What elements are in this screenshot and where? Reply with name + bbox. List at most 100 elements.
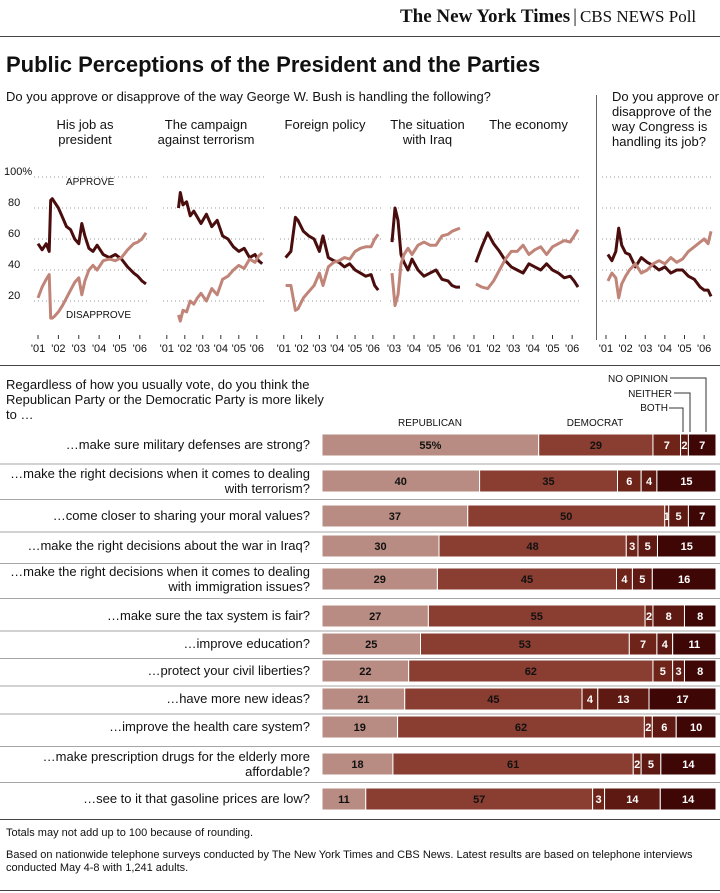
panel-title-economy: The economy — [489, 117, 568, 132]
bar-value-label: 14 — [626, 794, 639, 806]
bar-row: 27 55 2 8 8 — [321, 604, 717, 628]
bar-value-label: 8 — [697, 666, 703, 678]
bar-value-label: 11 — [338, 794, 350, 806]
x-tick-label: '04 — [92, 343, 106, 355]
bar-value-label: 13 — [617, 694, 629, 706]
nyt-logo: The New York Times — [400, 6, 571, 27]
x-tick-label: '01 — [31, 343, 45, 355]
x-tick-label: '06 — [565, 343, 579, 355]
x-tick-label: '03 — [638, 343, 652, 355]
line-panel: '01'02'03'04'05'06 — [160, 176, 266, 355]
bar-value-label: 40 — [395, 476, 407, 488]
section-rule — [0, 365, 720, 366]
y-tick-label: 60 — [8, 228, 20, 240]
x-tick-label: '01 — [160, 343, 174, 355]
x-tick-label: '04 — [214, 343, 228, 355]
panel-title-foreign: Foreign policy — [284, 117, 366, 132]
congress-question: Do you approve or disapprove of the way … — [612, 89, 719, 149]
approve-label: APPROVE — [66, 177, 115, 188]
bar-value-label: 27 — [369, 611, 381, 623]
x-tick-label: '01 — [599, 343, 613, 355]
line-panel: '01'02'03'04'05'06 — [277, 176, 382, 355]
bar-value-label: 4 — [587, 694, 594, 706]
approve-line — [36, 197, 147, 286]
bar-segment-no-opinion — [675, 715, 717, 739]
panel-title-terrorism: The campaign against terrorism — [157, 117, 255, 147]
bar-value-label: 61 — [507, 759, 519, 771]
bar-value-label: 15 — [681, 541, 693, 553]
x-tick-label: '02 — [51, 343, 65, 355]
bar-value-label: 7 — [699, 511, 705, 523]
bar-row: 22 62 5 3 8 — [321, 659, 717, 683]
bar-value-label: 22 — [359, 666, 371, 678]
bar-segment-no-opinion — [651, 567, 717, 591]
bar-value-label: 5 — [639, 574, 645, 586]
bar-value-label: 5 — [660, 666, 666, 678]
top-rule — [0, 36, 720, 37]
bar-value-label: 5 — [648, 759, 654, 771]
legend-leader — [670, 377, 707, 432]
bar-segment-no-opinion — [648, 687, 717, 711]
bar-value-label: 14 — [682, 794, 695, 806]
line-panel: '01'02'03'04'05'06 — [599, 176, 714, 355]
bar-row: 21 45 4 13 17 — [321, 687, 717, 711]
bar-value-label: 10 — [690, 722, 702, 734]
x-tick-label: '06 — [133, 343, 147, 355]
bar-value-label: 14 — [682, 759, 695, 771]
disapprove-line — [177, 251, 264, 323]
bar-row: 55% 29 7 2 7 — [321, 433, 717, 457]
bar-value-label: 3 — [629, 541, 635, 553]
bar-value-label: 3 — [676, 666, 682, 678]
x-tick-label: '05 — [348, 343, 362, 355]
line-panel: '01'02'03'04'05'06 — [467, 176, 582, 355]
x-tick-label: '04 — [658, 343, 672, 355]
bar-value-label: 3 — [596, 794, 602, 806]
bar-value-label: 2 — [646, 611, 652, 623]
bar-value-label: 30 — [374, 541, 386, 553]
bar-value-label: 8 — [697, 611, 703, 623]
bar-segment-no-opinion — [672, 632, 717, 656]
bar-value-label: 15 — [680, 476, 692, 488]
footnote-rule — [0, 819, 720, 820]
approve-line — [284, 215, 380, 292]
page-title: Public Perceptions of the President and … — [6, 52, 541, 77]
x-tick-label: '03 — [196, 343, 210, 355]
bar-value-label: 4 — [662, 639, 669, 651]
panel-separator — [596, 95, 597, 340]
y-tick-label: 20 — [8, 290, 20, 302]
bar-segment-no-opinion — [687, 433, 717, 457]
x-tick-label: '06 — [250, 343, 264, 355]
bar-value-label: 37 — [389, 511, 401, 523]
legend-both: BOTH — [640, 403, 668, 414]
bar-segment-no-opinion — [659, 787, 717, 811]
legend-leader — [674, 392, 691, 432]
legend-neither: NEITHER — [628, 389, 672, 400]
x-tick-label: '02 — [294, 343, 308, 355]
legend-no-opinion: NO OPINION — [608, 374, 668, 385]
bar-row: 19 62 2 6 10 — [321, 715, 717, 739]
x-tick-label: '01 — [277, 343, 291, 355]
approve-line — [390, 206, 460, 289]
x-tick-label: '01 — [467, 343, 481, 355]
bar-row: 29 45 4 5 16 — [321, 567, 717, 591]
masthead: The New York Times | CBS NEWS Poll — [400, 6, 696, 28]
bar-segment-no-opinion — [687, 504, 717, 528]
x-tick-label: '02 — [178, 343, 192, 355]
disapprove-line — [390, 226, 461, 308]
legend-democrat: DEMOCRAT — [567, 418, 623, 429]
cbs-logo: CBS NEWS Poll — [579, 7, 697, 26]
rounding-note: Totals may not add up to 100 because of … — [6, 827, 254, 839]
bar-row: 25 53 7 4 11 — [321, 632, 717, 656]
panel-title-job: His job as president — [56, 117, 114, 147]
bar-value-label: 4 — [621, 574, 628, 586]
disapprove-line — [285, 233, 380, 312]
x-tick-label: '06 — [447, 343, 461, 355]
legend-leader — [669, 407, 684, 432]
bar-value-label: 55% — [419, 440, 441, 452]
bar-segment-no-opinion — [656, 534, 717, 558]
approve-line — [177, 191, 264, 265]
x-tick-label: '02 — [486, 343, 500, 355]
bar-value-label: 45 — [521, 574, 533, 586]
line-panel: '03 '04 '05 '06 — [387, 176, 464, 355]
